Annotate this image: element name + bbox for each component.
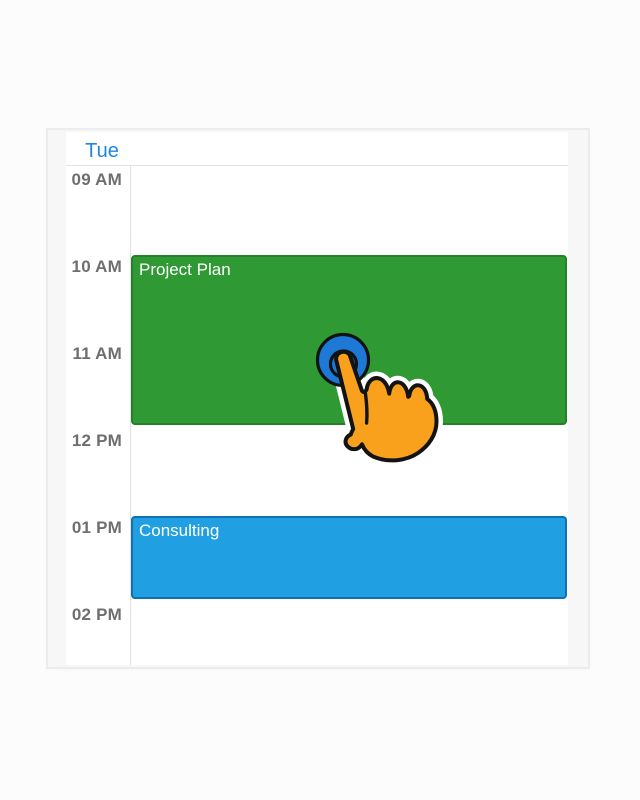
hand-icon	[334, 349, 439, 463]
time-ruler: 09 AM 10 AM 11 AM 12 PM 01 PM 02 PM	[48, 130, 122, 667]
header-divider	[66, 165, 568, 166]
time-label: 12 PM	[71, 431, 122, 450]
calendar-event[interactable]: Consulting	[131, 516, 567, 599]
day-header-label[interactable]: Tue	[85, 140, 119, 162]
time-label: 10 AM	[71, 257, 122, 276]
time-label: 01 PM	[71, 518, 122, 537]
tap-gesture-icon	[315, 332, 443, 467]
event-title: Consulting	[139, 521, 220, 540]
time-label: 09 AM	[71, 170, 122, 189]
hand-crease-line	[363, 392, 369, 425]
event-title: Project Plan	[139, 260, 231, 279]
time-ruler-divider	[130, 165, 131, 665]
time-label: 02 PM	[71, 605, 122, 624]
time-label: 11 AM	[72, 344, 122, 363]
calendar-card: Tue 09 AM 10 AM 11 AM 12 PM 01 PM 02 PM Proje…	[48, 130, 588, 667]
